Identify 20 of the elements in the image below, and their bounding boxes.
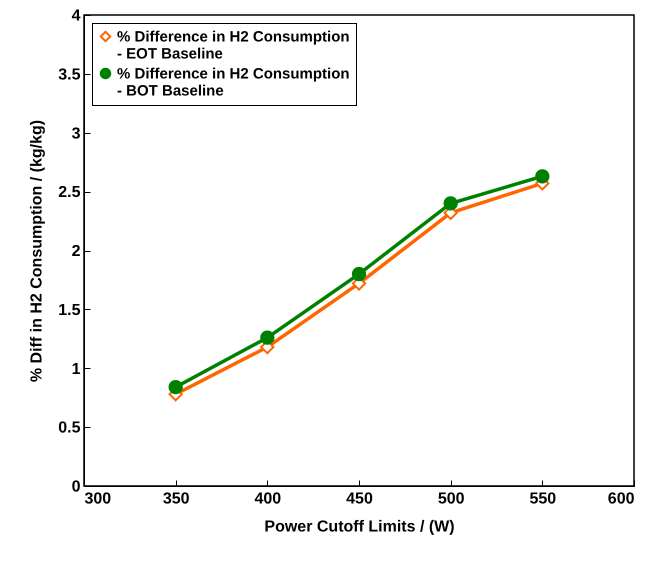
y-tick-label: 1.5 (58, 302, 81, 319)
y-tick-label: 4 (72, 8, 81, 24)
legend-label: % Difference in H2 Consumption - BOT Baseline (117, 66, 350, 100)
y-tick-label: 3.5 (58, 66, 81, 84)
x-tick-label: 350 (162, 490, 190, 508)
y-tick-label: 0 (72, 478, 81, 496)
x-tick-label: 450 (346, 490, 373, 508)
y-tick-label: 2 (72, 243, 81, 260)
y-axis-title: % Diff in H2 Consumption / (kg/kg) (28, 120, 46, 382)
x-tick-label: 300 (84, 490, 112, 508)
y-tick-label: 0.5 (58, 420, 81, 437)
y-tick-label: 3 (72, 125, 81, 142)
x-tick-label: 550 (529, 490, 556, 508)
x-tick-label: 400 (254, 490, 282, 508)
x-tick-label: 600 (608, 490, 635, 508)
legend-label: % Difference in H2 Consumption - EOT Baseline (117, 28, 350, 62)
y-tick-label: 2.5 (58, 184, 81, 202)
x-tick-label: 500 (438, 490, 465, 508)
x-axis-title: Power Cutoff Limits / (W) (264, 518, 455, 536)
y-tick-label: 1 (72, 360, 81, 378)
